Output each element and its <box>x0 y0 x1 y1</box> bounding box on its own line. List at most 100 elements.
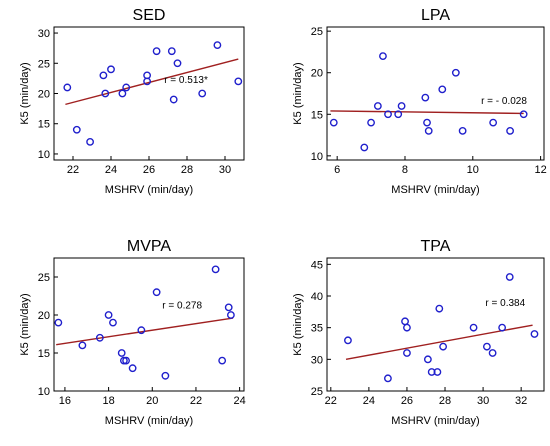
data-point <box>173 59 182 68</box>
chart-title: TPA <box>421 238 451 255</box>
data-point <box>137 326 146 335</box>
data-point <box>122 83 131 92</box>
data-point <box>367 118 375 127</box>
x-axis-label: MSHRV (min/day) <box>105 415 193 427</box>
data-point <box>423 118 431 127</box>
data-point <box>439 342 448 351</box>
y-tick-label: 15 <box>38 119 50 131</box>
data-point <box>86 137 95 146</box>
data-point <box>122 356 130 365</box>
chart-panel-tpa: TPA 22 24 26 28 30 32 25 30 35 40 45 MSHRV (min/day)… <box>292 238 545 427</box>
regression-line <box>330 110 524 115</box>
chart-panel-mvpa: MVPA 16 18 20 22 24 10 15 20 25 MSHRV (min/day) K5 … <box>19 238 246 427</box>
x-tick-label: 22 <box>67 164 79 176</box>
data-point <box>438 85 447 94</box>
y-tick-label: 25 <box>311 26 323 38</box>
data-point <box>54 318 63 327</box>
data-point <box>401 317 409 326</box>
y-axis-label: K5 (min/day) <box>292 62 304 124</box>
data-point <box>118 89 127 98</box>
data-point <box>218 356 227 365</box>
x-tick-label: 22 <box>190 395 202 407</box>
data-point <box>104 311 113 319</box>
chart-title: LPA <box>421 7 450 24</box>
correlation-annotation: r = 0.513* <box>164 75 208 86</box>
correlation-annotation: r = - 0.028 <box>481 96 527 107</box>
data-point <box>167 47 176 56</box>
x-tick-label: 12 <box>534 164 546 176</box>
y-tick-label: 25 <box>38 58 50 70</box>
regression-line <box>65 58 239 106</box>
chart-panel-sed: SED 22 24 26 28 30 10 15 20 25 30 MSHRV (min/day) K5… <box>19 7 245 196</box>
x-axis-label: MSHRV (min/day) <box>391 184 479 196</box>
x-tick-label: 30 <box>219 164 231 176</box>
data-point <box>213 41 222 50</box>
x-axis-label: MSHRV (min/day) <box>391 415 479 427</box>
x-tick-label: 26 <box>143 164 155 176</box>
plot-frame <box>326 26 545 161</box>
x-tick-label: 28 <box>439 395 451 407</box>
data-point <box>451 68 460 77</box>
x-tick-label: 20 <box>146 395 158 407</box>
data-point <box>109 318 117 327</box>
x-tick-label: 6 <box>334 164 340 176</box>
data-point <box>78 341 87 350</box>
y-tick-label: 10 <box>38 149 50 161</box>
data-point <box>99 71 108 80</box>
y-tick-label: 15 <box>38 348 50 360</box>
x-tick-label: 24 <box>234 395 246 407</box>
data-point <box>128 364 137 373</box>
data-point <box>384 110 392 119</box>
data-point <box>198 89 207 98</box>
data-point <box>433 368 442 376</box>
data-point <box>63 83 72 92</box>
x-tick-label: 24 <box>105 164 117 176</box>
data-point <box>95 333 104 342</box>
data-point <box>224 303 233 312</box>
y-axis-label: K5 (min/day) <box>19 293 31 355</box>
y-tick-label: 25 <box>38 272 50 284</box>
data-point <box>379 52 387 60</box>
y-tick-label: 25 <box>311 386 323 398</box>
data-point <box>530 330 539 338</box>
y-tick-label: 35 <box>311 323 323 335</box>
data-point <box>152 288 161 297</box>
correlation-annotation: r = 0.384 <box>485 298 525 309</box>
y-tick-label: 30 <box>38 28 50 40</box>
data-point <box>169 95 178 104</box>
y-tick-label: 40 <box>311 291 323 303</box>
data-point <box>360 143 369 152</box>
chart-title: SED <box>133 7 166 24</box>
data-point <box>152 47 161 56</box>
data-point <box>403 323 411 332</box>
data-point <box>329 118 338 127</box>
chart-panel-lpa: LPA 6 8 10 12 10 15 20 25 MSHRV (min/day) K5 (min/… <box>292 7 547 196</box>
data-point <box>226 311 235 319</box>
x-tick-label: 24 <box>363 395 375 407</box>
data-point <box>435 304 444 313</box>
data-point <box>458 127 467 135</box>
data-point <box>234 77 243 86</box>
y-tick-label: 20 <box>38 89 50 101</box>
x-tick-label: 22 <box>325 395 337 407</box>
y-tick-label: 45 <box>311 259 323 271</box>
data-point <box>469 323 478 332</box>
y-tick-label: 20 <box>38 310 50 322</box>
data-point <box>211 265 220 274</box>
data-point <box>498 323 507 332</box>
x-tick-label: 28 <box>181 164 193 176</box>
y-tick-label: 15 <box>311 109 323 121</box>
data-point <box>403 349 411 357</box>
x-tick-label: 10 <box>467 164 479 176</box>
plot-frame <box>53 257 245 392</box>
data-point <box>423 355 432 364</box>
correlation-annotation: r = 0.278 <box>162 301 202 312</box>
data-point <box>143 77 152 86</box>
data-point <box>117 349 126 357</box>
x-tick-label: 16 <box>59 395 71 407</box>
data-point <box>488 349 497 357</box>
plot-frame <box>326 257 545 392</box>
chart-title: MVPA <box>127 238 171 255</box>
data-point <box>107 65 115 74</box>
